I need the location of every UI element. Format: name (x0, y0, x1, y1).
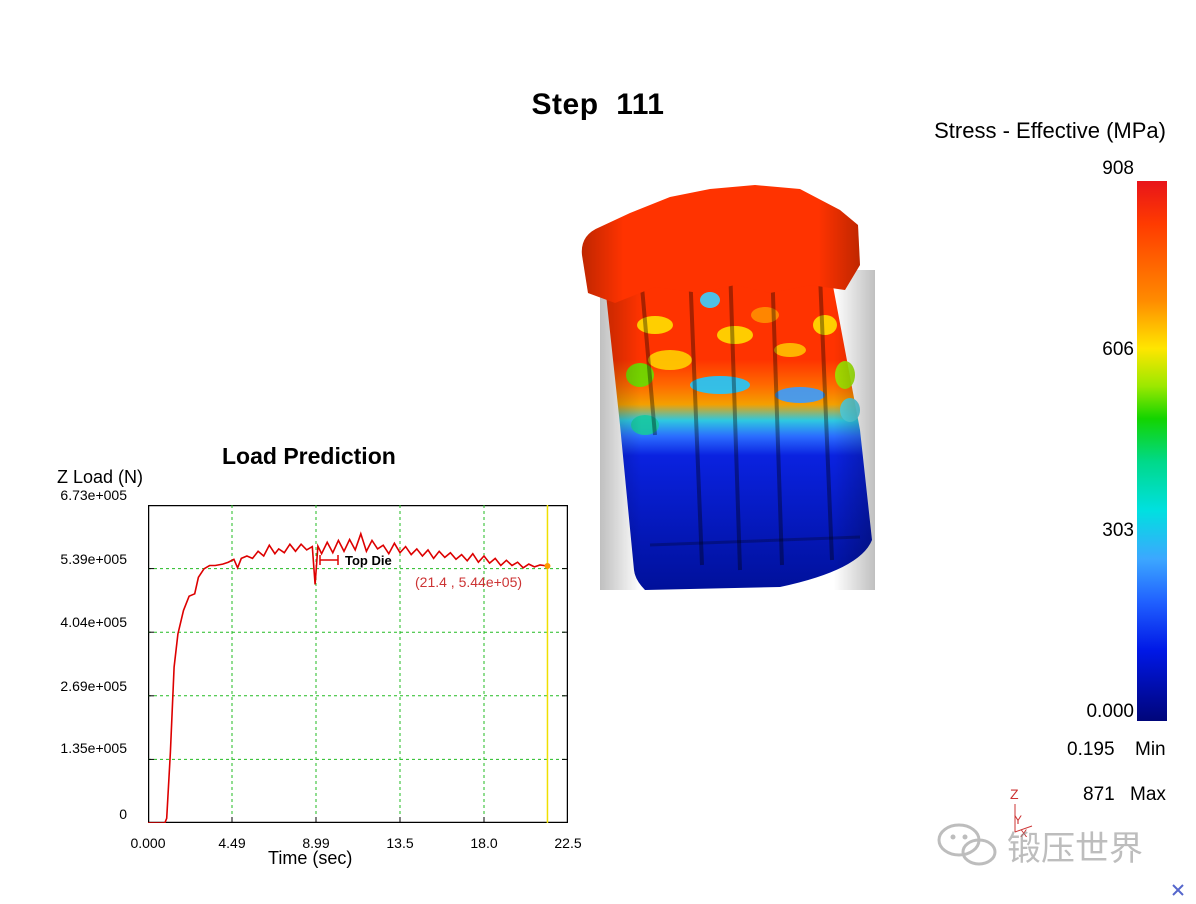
step-title: Step 111 (0, 88, 1196, 122)
x-tick-label: 18.0 (470, 835, 498, 851)
legend-colorbar (1137, 181, 1167, 721)
plot-axis-ticks (148, 505, 568, 823)
cursor-readout: (21.4 , 5.44e+05) (415, 574, 522, 590)
step-label: Step (531, 88, 599, 121)
max-label: Max (1130, 784, 1166, 805)
x-tick-label: 4.49 (218, 835, 246, 851)
x-tick-label: 22.5 (554, 835, 582, 851)
resize-grip-icon[interactable] (1170, 882, 1186, 898)
x-tick-label: 8.99 (302, 835, 330, 851)
load-chart-title: Load Prediction (222, 443, 396, 469)
axis-triad: Z Y X (1010, 786, 1033, 840)
workpiece-shading (600, 270, 875, 590)
plot-grid (148, 505, 568, 823)
series-legend-label: Top Die (345, 553, 392, 568)
legend-tick-1: 303 (1102, 520, 1134, 541)
workpiece-flutes (640, 264, 834, 571)
triad-x-axis (1014, 825, 1033, 833)
legend-title: Stress - Effective (MPa) (934, 118, 1166, 143)
y-axis-label: Z Load (N) (57, 467, 144, 487)
wechat-icon (937, 823, 997, 866)
x-tick-label: 0.000 (130, 835, 166, 851)
min-value: 0.195 (1067, 739, 1115, 760)
y-tick-label: 6.73e+005 (60, 487, 127, 503)
legend-tick-2: 606 (1102, 339, 1134, 360)
y-tick-label: 1.35e+005 (60, 740, 127, 756)
triad-y-label: Y (1014, 813, 1022, 827)
cursor-marker (544, 562, 551, 569)
max-value: 871 (1083, 784, 1115, 805)
watermark: 锻压世界 (935, 820, 1143, 870)
series-line-top-die (148, 531, 548, 823)
workpiece-model[interactable] (560, 175, 880, 605)
plot-frame (148, 505, 568, 823)
workpiece-base-edge (649, 535, 861, 547)
y-tick-label: 0 (119, 806, 127, 822)
min-label: Min (1135, 739, 1166, 760)
watermark-text: 锻压世界 (1007, 828, 1143, 869)
legend-tick-max: 908 (1102, 158, 1134, 179)
load-plot[interactable]: Top Die (21.4 , 5.44e+05) (148, 505, 568, 823)
workpiece-head-shading (581, 185, 860, 303)
y-tick-label: 5.39e+005 (60, 551, 127, 567)
step-number: 111 (616, 88, 665, 121)
y-tick-label: 4.04e+005 (60, 614, 127, 630)
x-axis-label: Time (sec) (268, 848, 353, 868)
series-legend: Top Die (319, 553, 392, 568)
x-tick-label: 13.5 (386, 835, 414, 851)
legend-tick-min: 0.000 (1086, 701, 1134, 722)
y-tick-label: 2.69e+005 (60, 678, 127, 694)
triad-x-label: X (1020, 828, 1028, 840)
triad-z-label: Z (1010, 786, 1019, 802)
